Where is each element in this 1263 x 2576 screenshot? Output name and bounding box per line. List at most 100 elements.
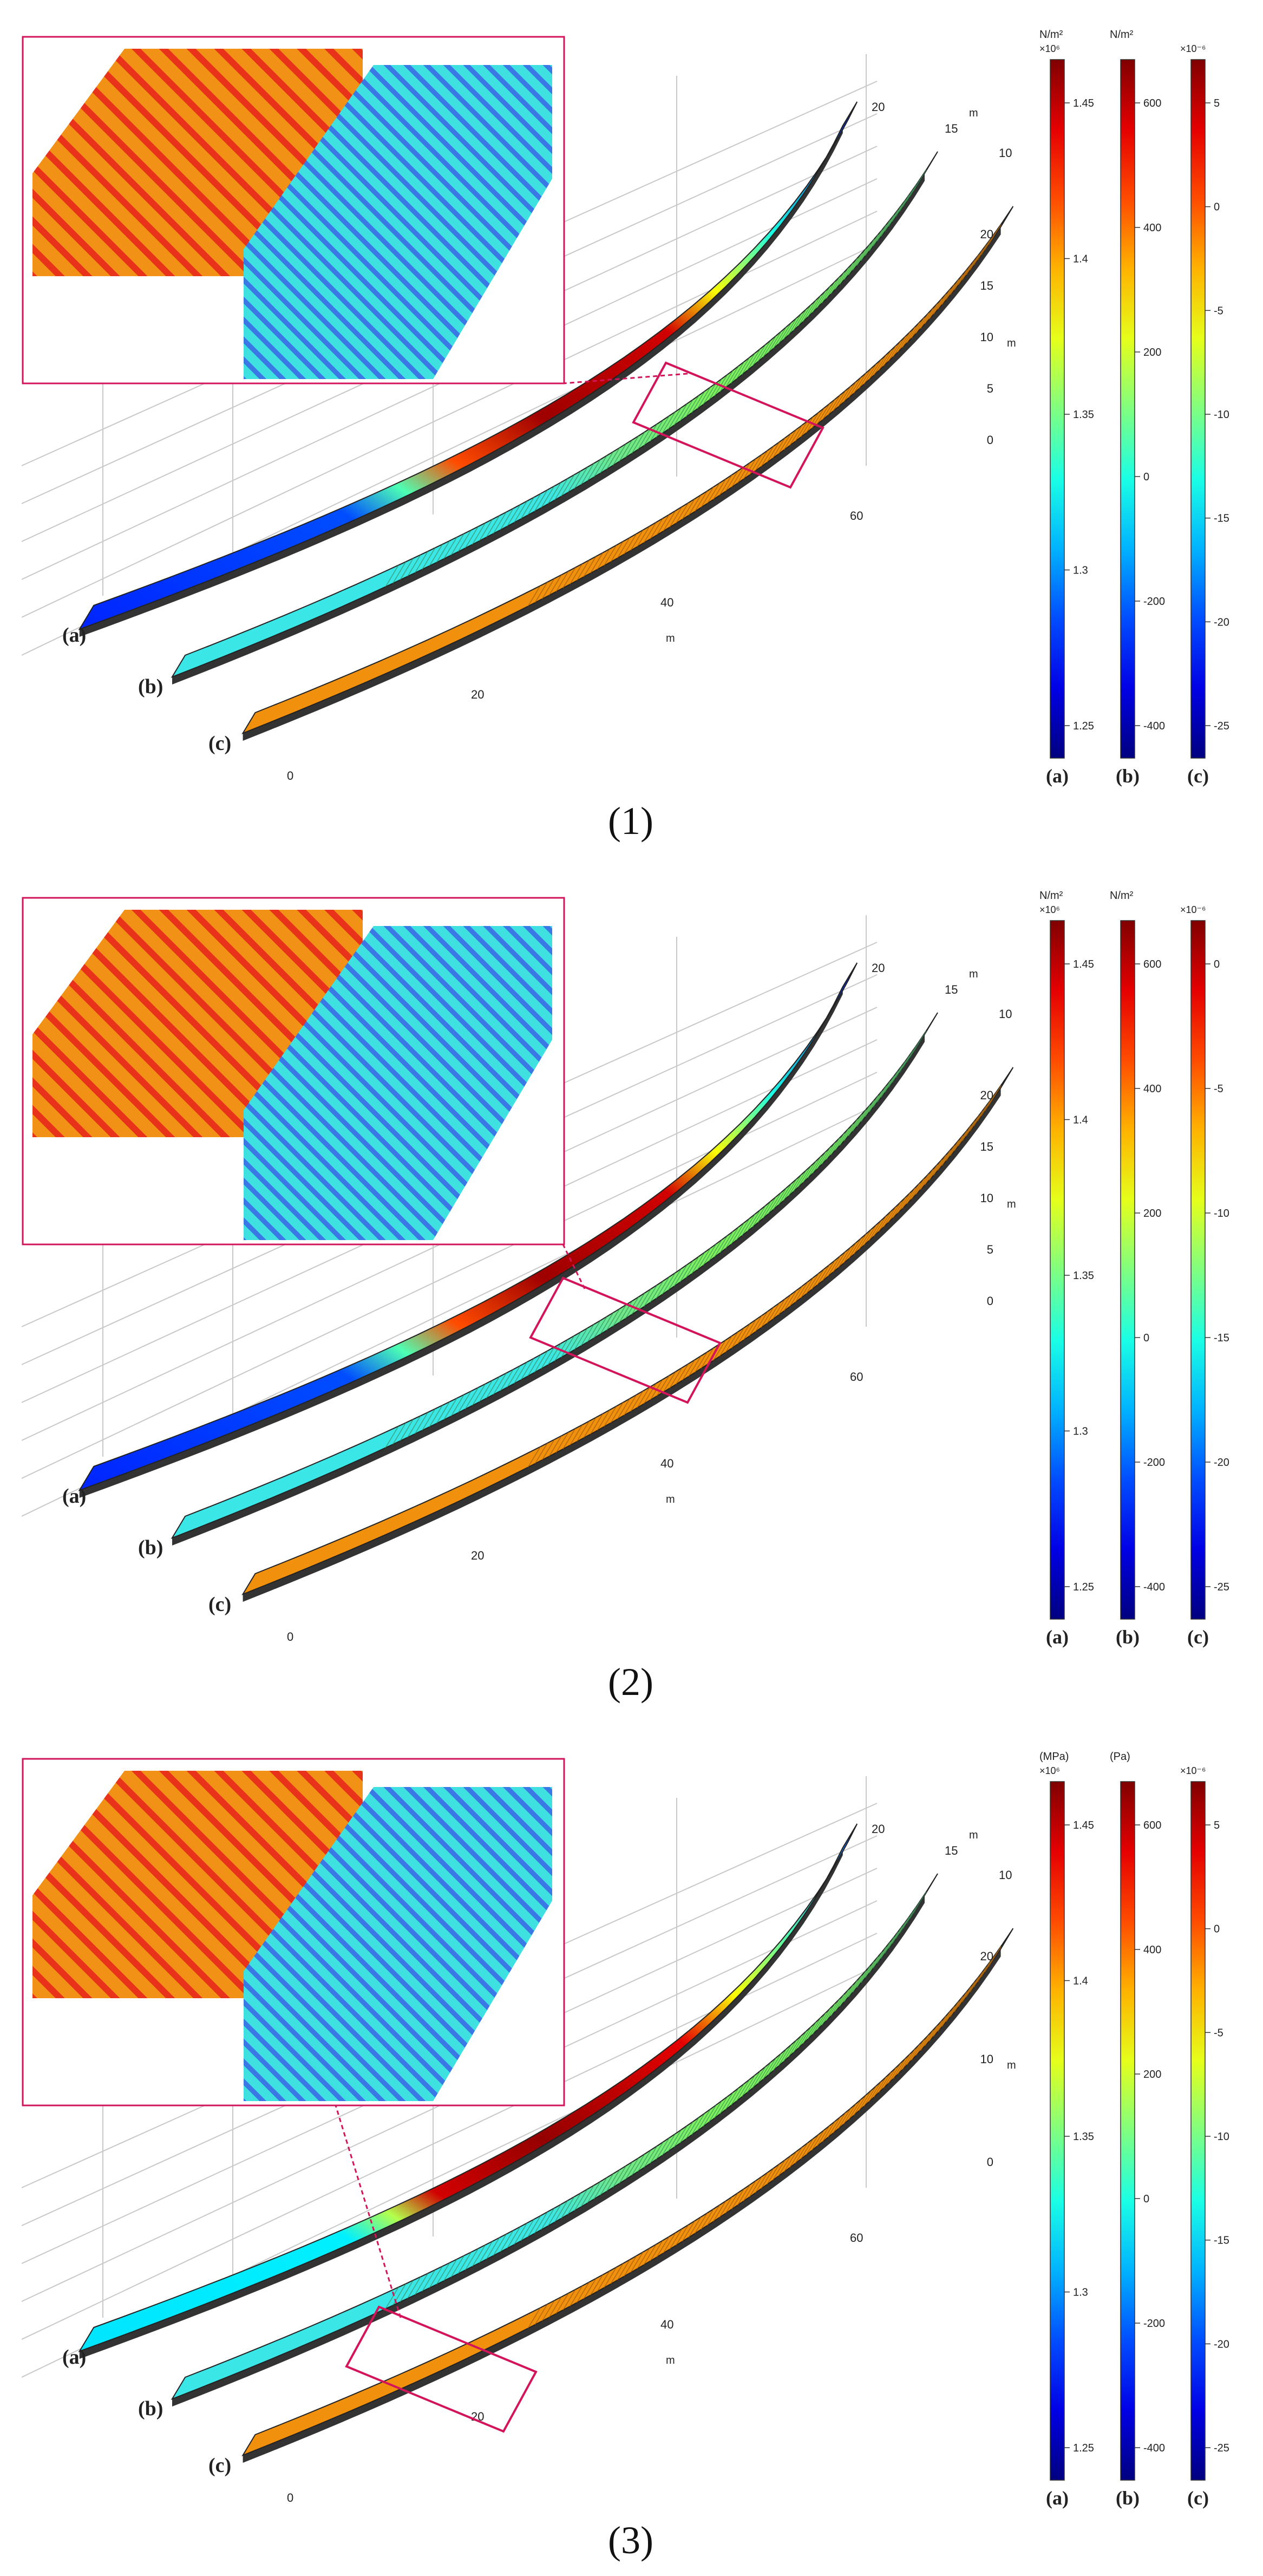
colorbar-tick-label: 1.4 — [1073, 1975, 1088, 1987]
hatch-line — [656, 2236, 670, 2258]
hatch-line — [816, 1147, 831, 1170]
hatch-line — [673, 2125, 688, 2148]
hatch-line — [789, 2147, 803, 2168]
hatch-line — [797, 2026, 812, 2049]
hatch-line — [795, 1281, 808, 1303]
hatch-line — [513, 2222, 528, 2245]
hatch-line — [534, 582, 548, 603]
colorbars-1: N/m² ×10⁶ 1.45 1.4 1.35 1.3 1.25 (a) N/m² 600 400 2… — [1039, 29, 1229, 787]
hatch-line — [555, 2293, 569, 2314]
hatch-line — [650, 2240, 663, 2261]
hatch-line — [606, 447, 620, 470]
hatch-line — [701, 486, 714, 508]
colorbar-b — [1120, 59, 1135, 759]
hatch-line — [676, 503, 689, 524]
hatch-line — [911, 1178, 925, 1200]
hatch-line — [527, 1354, 541, 1377]
hatch-line — [848, 253, 862, 276]
hatch-line — [713, 2201, 727, 2222]
colorbar-unit: (MPa) — [1039, 1751, 1069, 1763]
z-tick-label: 0 — [987, 1294, 993, 1308]
hatch-line — [812, 1151, 826, 1174]
hatch-line — [833, 390, 846, 412]
inset-field-b — [244, 1787, 552, 2101]
hatch-line — [400, 1419, 414, 1442]
colorbar-tick-label: -5 — [1214, 2027, 1223, 2039]
hatch-line — [977, 1961, 991, 1982]
colorbar-tick-label: 1.35 — [1073, 409, 1094, 421]
colorbar-tick-label: 0 — [1143, 471, 1149, 483]
hatch-line — [783, 1290, 797, 1312]
hatch-line — [933, 2016, 946, 2037]
colorbar-tick-label: -10 — [1214, 1208, 1229, 1219]
hatch-line — [868, 359, 882, 380]
hatch-line — [576, 1420, 590, 1442]
hatch-line — [561, 1335, 575, 1358]
colorbar-exponent: ×10⁶ — [1039, 1765, 1060, 1776]
hatch-line — [752, 1205, 766, 1228]
hatch-line — [479, 1380, 493, 1403]
hatch-line — [541, 2300, 555, 2321]
hatch-line — [600, 451, 614, 474]
hatch-line — [835, 1128, 849, 1151]
x-tick-label: 0 — [287, 2491, 293, 2505]
colorbar-tick-label: 1.4 — [1073, 1114, 1088, 1126]
hatch-line — [685, 395, 699, 418]
hatch-line — [962, 1120, 976, 1142]
hatch-line — [701, 2208, 714, 2230]
colorbar-tick-label: 1.25 — [1073, 1581, 1094, 1593]
hatch-line — [663, 2232, 676, 2254]
hatch-line — [500, 508, 514, 531]
colorbar-tick-label: 400 — [1143, 1944, 1161, 1956]
hatch-line — [604, 545, 617, 566]
x-tick-label: 0 — [287, 769, 293, 782]
hatch-line — [464, 1387, 479, 1410]
hatch-line — [821, 281, 835, 304]
z-tick-label: 10 — [980, 330, 993, 344]
hatch-line — [486, 515, 500, 538]
hatch-line — [650, 2142, 664, 2164]
hatch-line — [988, 1085, 1002, 1106]
hatch-line — [688, 1355, 702, 1377]
hatch-line — [669, 2228, 683, 2250]
hatch-line — [913, 169, 927, 192]
hatch-line — [806, 1273, 819, 1294]
hatch-line — [617, 1398, 630, 1420]
hatch-line — [883, 2067, 896, 2089]
colorbar-a — [1050, 59, 1065, 759]
zoom-region-marker — [529, 1276, 722, 1404]
hatch-line — [643, 2244, 657, 2265]
hatch-line — [457, 2252, 472, 2274]
hatch-line — [694, 2213, 708, 2234]
hatch-line — [853, 373, 867, 394]
hatch-line — [946, 279, 959, 301]
hatch-line — [897, 1192, 911, 1214]
hatch-line — [928, 1159, 943, 1181]
hatch-line — [673, 1264, 688, 1287]
x-tick-label: 40 — [660, 1457, 673, 1470]
hatch-line — [755, 2172, 768, 2193]
hatch-line — [827, 394, 841, 416]
hatch-line — [802, 2021, 817, 2044]
hatch-line — [747, 348, 761, 371]
hatch-line — [893, 2058, 906, 2079]
hatch-line — [822, 1260, 835, 1281]
hatch-line — [574, 1328, 588, 1350]
hatch-line — [816, 286, 831, 309]
hatch-line — [821, 1142, 835, 1165]
hatch-line — [772, 2160, 786, 2181]
hatch-line — [899, 1912, 913, 1934]
hatch-line — [843, 258, 858, 281]
hatch-line — [443, 2259, 457, 2281]
hatch-line — [679, 399, 693, 422]
hatch-line — [610, 541, 624, 563]
hatch-line — [924, 303, 938, 324]
strip-label: (a) — [62, 1485, 86, 1508]
hatch-line — [436, 1401, 450, 1424]
colorbar-tick-label: 600 — [1143, 1819, 1161, 1831]
hatch-line — [888, 1066, 902, 1088]
hatch-line — [650, 420, 664, 442]
hatch-line — [853, 2095, 867, 2116]
hatch-line — [892, 1060, 906, 1083]
x-axis-unit: m — [666, 2355, 675, 2366]
